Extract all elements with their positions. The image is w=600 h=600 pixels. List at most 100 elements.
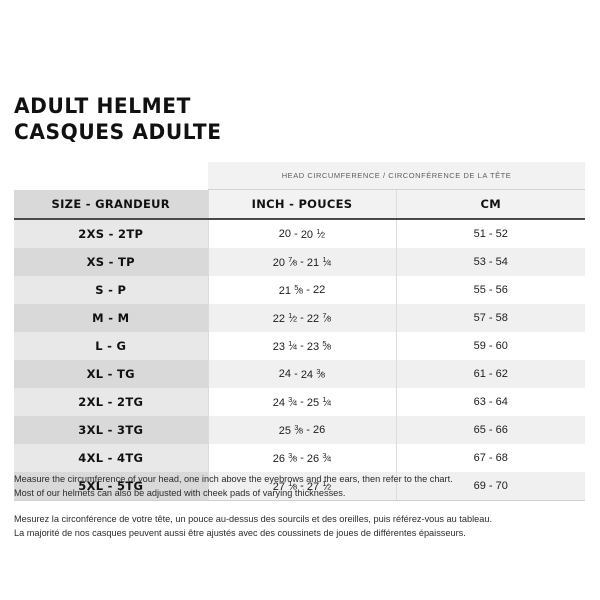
inch-value-to: 22 7⁄8: [306, 311, 332, 325]
footnote-en-line-2: Most of our helmets can also be adjusted…: [14, 487, 346, 498]
inch-range-separator: -: [297, 312, 307, 325]
table-body: 2XS - 2TP 20 - 20 1⁄2 51 - 52 XS - TP 20 7⁄8…: [14, 219, 586, 501]
cell-inch-range: 22 1⁄2 - 22 7⁄8: [207, 304, 396, 332]
table-header-column-row: SIZE - GRANDEUR INCH - POUCES CM: [14, 189, 586, 220]
cell-size-label: 5XL - 5TG: [14, 472, 208, 501]
footnote-french: Mesurez la circonférence de votre tête, …: [14, 513, 589, 540]
fraction: 5⁄8: [294, 283, 304, 297]
cell-cm-range: 57 - 58: [395, 304, 586, 332]
inch-value-from: 21 5⁄8: [278, 283, 304, 297]
cell-size-label: 3XL - 3TG: [14, 416, 208, 444]
footnote-fr-line-2: La majorité de nos casques peuvent aussi…: [14, 527, 466, 538]
cell-inch-range: 26 3⁄8 - 26 3⁄4: [207, 444, 396, 472]
inch-value-from: 27 1⁄8: [272, 479, 298, 493]
table-row: 3XL - 3TG 25 3⁄8 - 26 65 - 66: [14, 416, 586, 444]
inch-range-separator: -: [291, 368, 301, 381]
title-line-english: ADULT HELMET: [14, 94, 191, 118]
cell-cm-range: 63 - 64: [395, 388, 586, 416]
fraction: 3⁄4: [288, 395, 298, 409]
cell-size-label: XS - TP: [14, 248, 208, 276]
cell-size-label: L - G: [14, 332, 208, 360]
fraction: 3⁄8: [316, 367, 326, 381]
inch-value-to: 22: [312, 284, 326, 297]
table-header-span-row: HEAD CIRCUMFERENCE / CIRCONFÉRENCE DE LA…: [14, 162, 586, 190]
inch-value-from: 23 1⁄4: [272, 339, 298, 353]
cell-size-label: S - P: [14, 276, 208, 304]
cell-cm-range: 53 - 54: [395, 248, 586, 276]
inch-value-from: 22 1⁄2: [272, 311, 298, 325]
table-header: HEAD CIRCUMFERENCE / CIRCONFÉRENCE DE LA…: [14, 162, 586, 220]
inch-value-to: 24 3⁄8: [300, 367, 326, 381]
fraction: 5⁄8: [322, 339, 332, 353]
inch-range-separator: -: [297, 480, 307, 493]
fraction: 1⁄8: [288, 479, 298, 493]
inch-range-separator: -: [297, 256, 307, 269]
cell-inch-range: 25 3⁄8 - 26: [207, 416, 396, 444]
inch-range-separator: -: [297, 452, 307, 465]
size-table: HEAD CIRCUMFERENCE / CIRCONFÉRENCE DE LA…: [14, 162, 586, 501]
cell-cm-range: 51 - 52: [395, 219, 586, 248]
cell-inch-range: 20 - 20 1⁄2: [207, 219, 396, 248]
inch-value-to: 26: [312, 424, 326, 437]
column-header-size: SIZE - GRANDEUR: [14, 189, 208, 220]
head-circumference-header: HEAD CIRCUMFERENCE / CIRCONFÉRENCE DE LA…: [208, 162, 586, 190]
inch-range-separator: -: [303, 284, 313, 297]
column-header-cm: CM: [395, 189, 586, 220]
inch-range-separator: -: [297, 396, 307, 409]
table-row: 2XL - 2TG 24 3⁄4 - 25 1⁄4 63 - 64: [14, 388, 586, 416]
inch-value-to: 23 5⁄8: [306, 339, 332, 353]
cell-cm-range: 61 - 62: [395, 360, 586, 388]
footnote-english: Measure the circumference of your head, …: [14, 473, 589, 500]
inch-value-from: 24: [278, 368, 292, 381]
footnote-en-line-1: Measure the circumference of your head, …: [14, 474, 453, 484]
inch-value-from: 26 3⁄8: [272, 451, 298, 465]
inch-range-separator: -: [303, 424, 313, 437]
footnotes: Measure the circumference of your head, …: [14, 473, 589, 540]
inch-value-from: 20 7⁄8: [272, 255, 298, 269]
cell-cm-range: 55 - 56: [395, 276, 586, 304]
table-row: XL - TG 24 - 24 3⁄8 61 - 62: [14, 360, 586, 388]
inch-value-to: 20 1⁄2: [300, 227, 326, 241]
fraction: 3⁄8: [294, 423, 304, 437]
cell-size-label: XL - TG: [14, 360, 208, 388]
column-header-inch: INCH - POUCES: [207, 189, 396, 220]
cell-inch-range: 23 1⁄4 - 23 5⁄8: [207, 332, 396, 360]
cell-inch-range: 24 - 24 3⁄8: [207, 360, 396, 388]
table-row: 2XS - 2TP 20 - 20 1⁄2 51 - 52: [14, 219, 586, 248]
cell-size-label: 2XL - 2TG: [14, 388, 208, 416]
inch-value-from: 20: [278, 228, 292, 241]
cell-size-label: 2XS - 2TP: [14, 219, 208, 248]
table-row: S - P 21 5⁄8 - 22 55 - 56: [14, 276, 586, 304]
table-row: L - G 23 1⁄4 - 23 5⁄8 59 - 60: [14, 332, 586, 360]
cell-size-label: 4XL - 4TG: [14, 444, 208, 472]
fraction: 1⁄4: [288, 339, 298, 353]
fraction: 1⁄2: [316, 227, 326, 241]
inch-value-to: 25 1⁄4: [306, 395, 332, 409]
fraction: 3⁄8: [288, 451, 298, 465]
inch-value-to: 21 1⁄4: [306, 255, 332, 269]
cell-inch-range: 20 7⁄8 - 21 1⁄4: [207, 248, 396, 276]
span-header-spacer: [14, 162, 208, 190]
cell-inch-range: 24 3⁄4 - 25 1⁄4: [207, 388, 396, 416]
title-line-french: CASQUES ADULTE: [14, 120, 222, 144]
inch-value-to: 27 1⁄2: [306, 479, 332, 493]
fraction: 1⁄4: [322, 255, 332, 269]
cell-size-label: M - M: [14, 304, 208, 332]
footnote-fr-line-1: Mesurez la circonférence de votre tête, …: [14, 514, 493, 524]
table-row: M - M 22 1⁄2 - 22 7⁄8 57 - 58: [14, 304, 586, 332]
size-table-container: HEAD CIRCUMFERENCE / CIRCONFÉRENCE DE LA…: [14, 162, 586, 501]
table-row: 5XL - 5TG 27 1⁄8 - 27 1⁄2 69 - 70: [14, 472, 586, 501]
inch-value-from: 24 3⁄4: [272, 395, 298, 409]
fraction: 7⁄8: [288, 255, 298, 269]
fraction: 1⁄4: [322, 395, 332, 409]
table-row: XS - TP 20 7⁄8 - 21 1⁄4 53 - 54: [14, 248, 586, 276]
cell-cm-range: 67 - 68: [395, 444, 586, 472]
inch-range-separator: -: [291, 228, 301, 241]
cell-cm-range: 59 - 60: [395, 332, 586, 360]
inch-value-to: 26 3⁄4: [306, 451, 332, 465]
fraction: 1⁄2: [288, 311, 298, 325]
cell-cm-range: 65 - 66: [395, 416, 586, 444]
fraction: 1⁄2: [322, 479, 332, 493]
inch-range-separator: -: [297, 340, 307, 353]
